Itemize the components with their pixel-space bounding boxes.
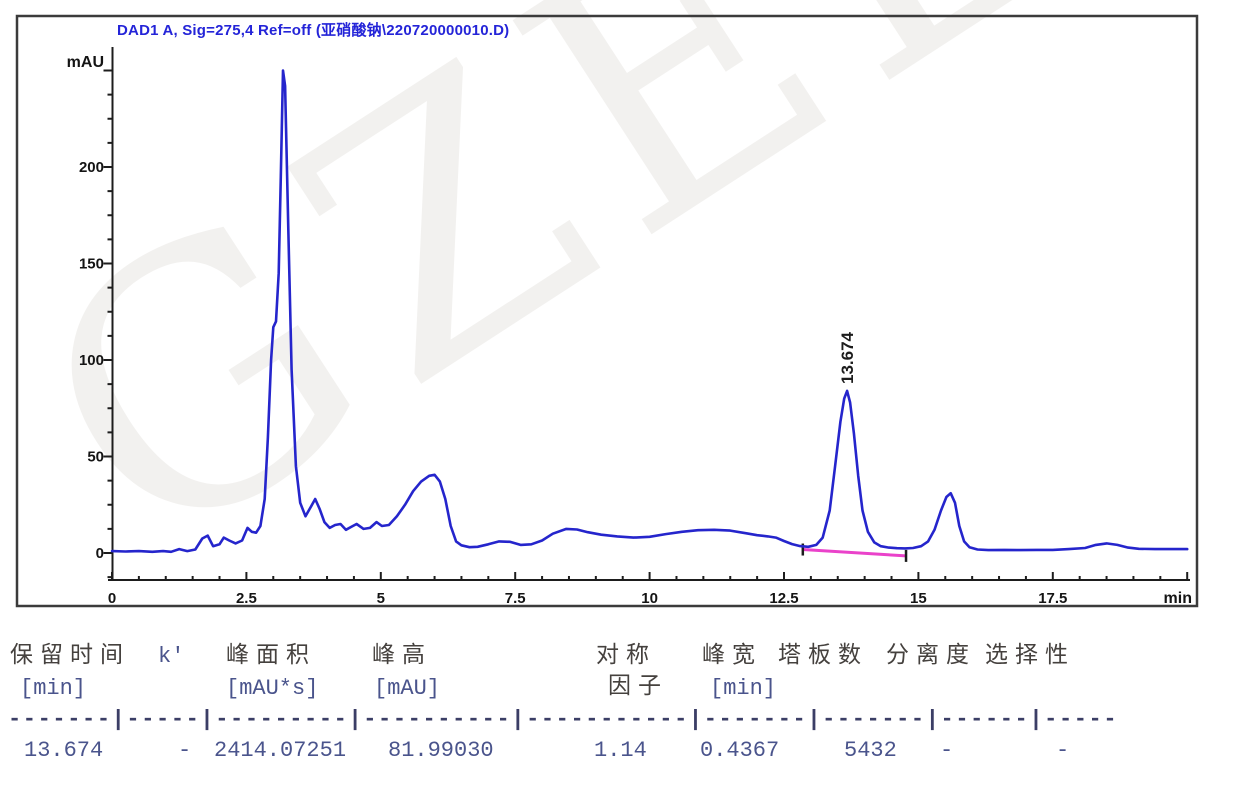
x-tick-label: 10 <box>641 590 658 607</box>
y-tick-label: 0 <box>96 545 104 562</box>
signal-title: DAD1 A, Sig=275,4 Ref=off (亚硝酸钠\22072000… <box>117 22 510 39</box>
integration-baseline <box>802 548 907 558</box>
y-tick-label: 50 <box>87 449 104 466</box>
peak-retention-time-label: 13.674 <box>838 331 857 384</box>
x-tick-label: 0 <box>108 590 116 607</box>
y-axis-unit-label: mAU <box>67 54 104 71</box>
x-tick-label: 12.5 <box>769 590 798 607</box>
watermark-text: GZEL <box>0 0 1137 630</box>
y-tick-label: 100 <box>79 352 104 369</box>
plot-border <box>15 14 1199 608</box>
x-tick-label: 17.5 <box>1038 590 1067 607</box>
chromatogram-trace <box>110 69 1189 554</box>
x-axis-unit-label: min <box>1164 590 1192 607</box>
x-tick-label: 15 <box>910 590 927 607</box>
y-tick-label: 150 <box>79 256 104 273</box>
y-tick-label: 200 <box>79 159 104 176</box>
x-tick-label: 7.5 <box>505 590 526 607</box>
x-tick-label: 5 <box>377 590 385 607</box>
x-tick-label: 2.5 <box>236 590 257 607</box>
